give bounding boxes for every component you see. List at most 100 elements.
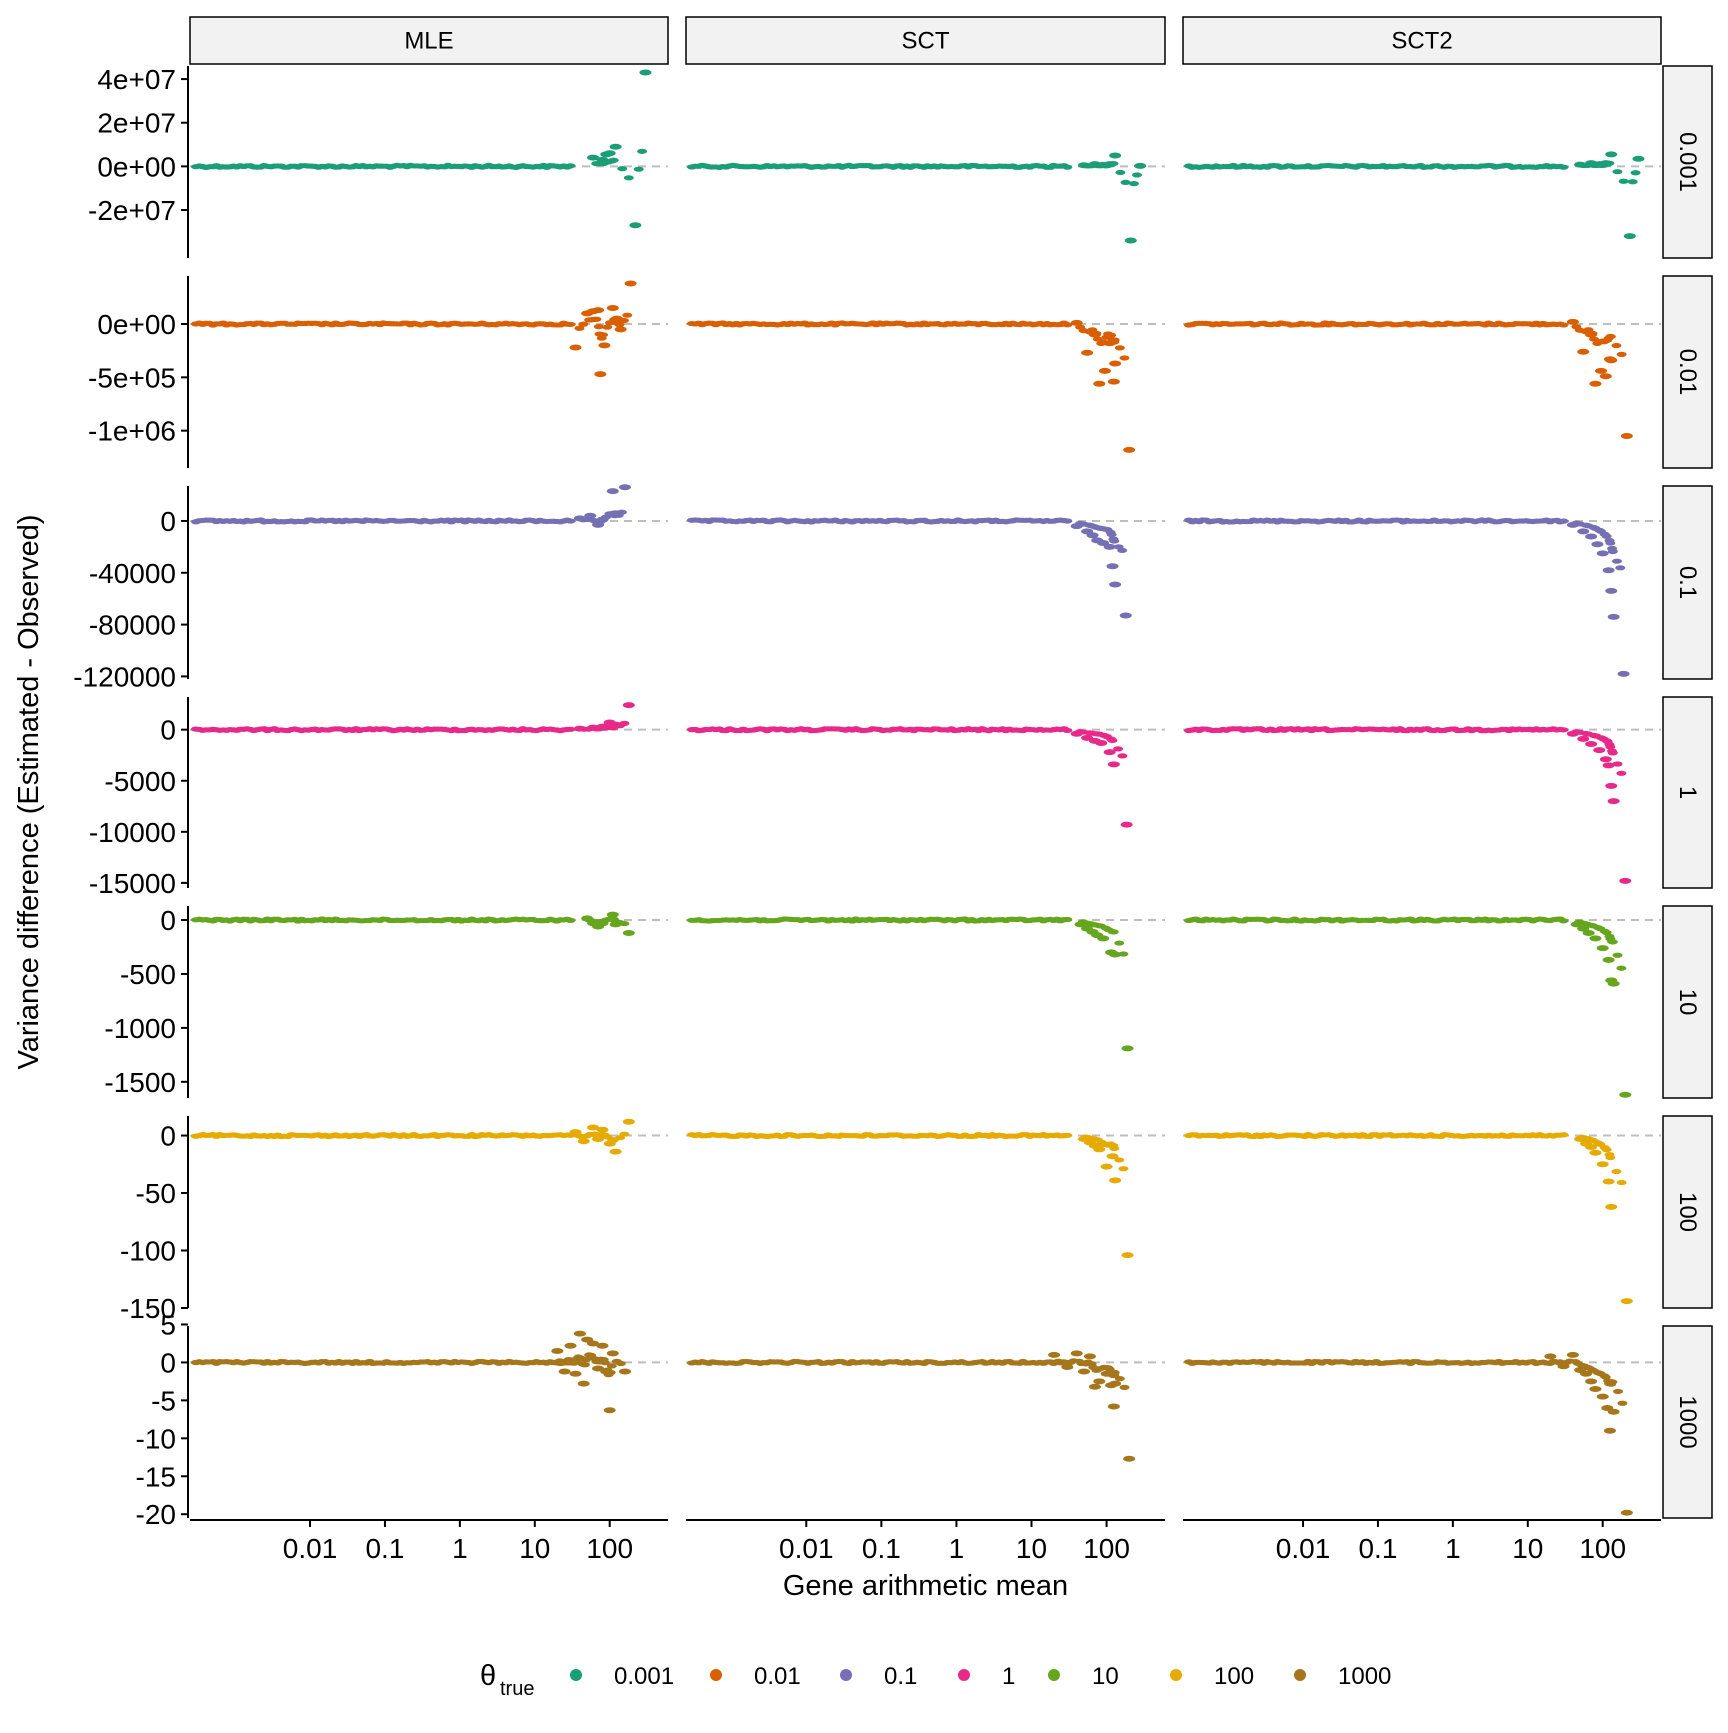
data-point: [1602, 762, 1615, 769]
data-point: [1118, 1166, 1129, 1172]
series-points-0.01: [190, 280, 637, 378]
data-point: [1119, 612, 1132, 619]
y-tick-label: 0: [160, 905, 176, 936]
y-tick-label: -150: [120, 1293, 176, 1324]
x-tick-label: 1: [1445, 1533, 1461, 1564]
legend-key-10: [1048, 1669, 1060, 1681]
data-point: [1106, 332, 1117, 338]
data-point: [578, 321, 589, 327]
y-tick-label: -15: [136, 1461, 176, 1492]
y-tick-label: 0: [160, 506, 176, 537]
data-point: [618, 317, 629, 324]
row-strip-label: 1000: [1674, 1395, 1701, 1448]
data-point: [1057, 1360, 1068, 1366]
data-point: [1603, 1427, 1616, 1434]
data-point: [1120, 821, 1133, 828]
data-point: [609, 143, 622, 150]
data-point: [1091, 330, 1102, 337]
series-points-1: [1183, 726, 1632, 884]
data-point: [1114, 1376, 1125, 1382]
data-point: [595, 518, 606, 524]
y-tick-label: -1e+06: [88, 416, 176, 447]
data-point: [573, 1330, 586, 1337]
series-points-0.001: [1183, 151, 1645, 240]
data-point: [565, 518, 576, 524]
data-point: [1589, 1149, 1602, 1156]
data-point: [596, 1126, 609, 1133]
data-point: [587, 1340, 600, 1347]
y-tick-label: 0: [160, 1121, 176, 1152]
data-point: [564, 1342, 577, 1349]
row-strip-box: [1662, 1325, 1713, 1519]
data-point: [581, 1356, 592, 1363]
row-strip-label: 0.01: [1674, 349, 1701, 396]
data-point: [1620, 433, 1633, 439]
data-point: [624, 280, 637, 287]
x-tick-label: 100: [1579, 1533, 1626, 1564]
row-strip-box: [1662, 1115, 1713, 1309]
data-point: [1107, 1403, 1120, 1410]
data-point: [1585, 1378, 1598, 1385]
x-tick-label: 10: [519, 1533, 550, 1564]
series-points-1000: [686, 1350, 1136, 1462]
y-tick-label: -40000: [89, 558, 176, 589]
y-axis-title: Variance difference (Estimated - Observe…: [13, 514, 45, 1069]
data-point: [1109, 1177, 1122, 1184]
data-point: [1106, 531, 1117, 538]
series-points-0.01: [686, 319, 1136, 453]
y-tick-label: 0e+00: [97, 151, 176, 182]
data-point: [605, 1369, 616, 1376]
data-point: [1109, 1380, 1122, 1387]
data-point: [1062, 1132, 1073, 1138]
x-axis-title: Gene arithmetic mean: [783, 1570, 1068, 1602]
data-point: [1098, 339, 1109, 345]
data-point: [577, 1380, 590, 1387]
y-tick-label: 0e+00: [97, 309, 176, 340]
data-point: [1119, 355, 1130, 361]
series-points-10: [686, 916, 1134, 1052]
row-strip-label: 0.1: [1674, 566, 1701, 599]
data-point: [1589, 380, 1602, 387]
data-point: [1616, 965, 1627, 971]
data-point: [1602, 1178, 1615, 1185]
legend-label-10: 10: [1092, 1663, 1119, 1690]
legend-label-1000: 1000: [1338, 1663, 1391, 1690]
row-strip-label: 0.001: [1674, 132, 1701, 192]
data-point: [1120, 179, 1131, 185]
data-point: [1048, 1351, 1061, 1358]
data-point: [616, 509, 627, 515]
x-tick-label: 0.1: [365, 1533, 404, 1564]
data-point: [1083, 1353, 1096, 1360]
data-point: [1109, 337, 1120, 343]
legend: θ true 0.001 0.01 0.1 1 10 100 1000: [480, 1660, 1391, 1700]
data-point: [1123, 446, 1136, 453]
data-point: [594, 371, 607, 378]
data-point: [1103, 543, 1116, 550]
y-tick-label: -20: [136, 1499, 176, 1530]
data-point: [1632, 155, 1645, 162]
data-point: [602, 324, 613, 330]
data-point: [1619, 877, 1632, 884]
data-point: [583, 726, 594, 732]
data-point: [1558, 322, 1569, 328]
legend-key-1: [958, 1669, 970, 1681]
data-point: [1108, 160, 1119, 167]
data-point: [1616, 351, 1627, 357]
series-points-0.1: [686, 517, 1132, 619]
x-tick-label: 0.1: [862, 1533, 901, 1564]
data-point: [1558, 518, 1569, 524]
x-tick-label: 1: [949, 1533, 965, 1564]
series-points-0.1: [190, 484, 631, 528]
row-strip-label: 10: [1674, 989, 1701, 1016]
series-points-1: [190, 702, 635, 734]
x-tick-label: 0.01: [1276, 1533, 1331, 1564]
data-point: [1093, 1378, 1106, 1385]
data-point: [614, 326, 627, 333]
data-point: [1134, 162, 1147, 169]
data-point: [1599, 373, 1612, 380]
data-point: [1113, 746, 1124, 752]
y-tick-label: 0: [160, 715, 176, 746]
series-points-100: [190, 1118, 635, 1155]
strip-box-mle: [189, 16, 669, 65]
x-tick-label: 0.01: [283, 1533, 338, 1564]
